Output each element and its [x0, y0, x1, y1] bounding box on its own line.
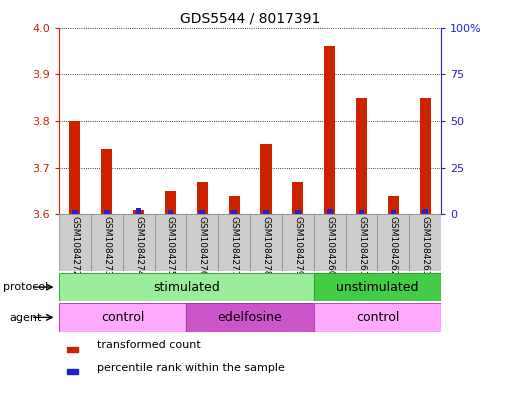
Bar: [314, 214, 346, 271]
Bar: [231, 209, 237, 214]
Bar: [168, 209, 173, 214]
Bar: [356, 97, 367, 214]
Bar: [104, 209, 110, 214]
Text: GSM1084278: GSM1084278: [262, 216, 270, 276]
Text: GSM1084263: GSM1084263: [421, 216, 430, 276]
Bar: [422, 209, 428, 214]
Bar: [282, 214, 314, 271]
Bar: [378, 214, 409, 271]
Text: GSM1084277: GSM1084277: [230, 216, 239, 276]
Bar: [186, 214, 218, 271]
Bar: [295, 209, 301, 214]
Text: GSM1084274: GSM1084274: [134, 216, 143, 276]
Text: GSM1084272: GSM1084272: [70, 216, 80, 276]
Bar: [200, 209, 205, 214]
Text: protocol: protocol: [3, 282, 48, 292]
Bar: [263, 209, 269, 214]
Bar: [59, 214, 91, 271]
Text: GSM1084262: GSM1084262: [389, 216, 398, 276]
Bar: [314, 273, 441, 301]
Bar: [218, 214, 250, 271]
Bar: [388, 195, 399, 214]
Bar: [409, 214, 441, 271]
Text: GDS5544 / 8017391: GDS5544 / 8017391: [180, 12, 320, 26]
Bar: [136, 208, 142, 214]
Bar: [292, 182, 303, 214]
Text: percentile rank within the sample: percentile rank within the sample: [97, 363, 285, 373]
Text: control: control: [101, 311, 144, 324]
Text: stimulated: stimulated: [153, 281, 220, 294]
Bar: [324, 46, 336, 214]
Text: GSM1084273: GSM1084273: [102, 216, 111, 276]
Bar: [261, 144, 271, 214]
Bar: [67, 347, 77, 352]
Bar: [59, 303, 186, 332]
Bar: [327, 209, 332, 214]
Text: unstimulated: unstimulated: [336, 281, 419, 294]
Bar: [91, 214, 123, 271]
Bar: [346, 214, 378, 271]
Text: GSM1084276: GSM1084276: [198, 216, 207, 276]
Bar: [186, 303, 314, 332]
Text: transformed count: transformed count: [97, 340, 201, 351]
Text: GSM1084260: GSM1084260: [325, 216, 334, 276]
Bar: [69, 121, 81, 214]
Bar: [420, 97, 431, 214]
Bar: [250, 214, 282, 271]
Bar: [229, 195, 240, 214]
Text: GSM1084275: GSM1084275: [166, 216, 175, 276]
Bar: [101, 149, 112, 214]
Bar: [123, 214, 154, 271]
Text: GSM1084279: GSM1084279: [293, 216, 302, 276]
Text: edelfosine: edelfosine: [218, 311, 283, 324]
Bar: [314, 303, 441, 332]
Text: GSM1084261: GSM1084261: [357, 216, 366, 276]
Bar: [359, 209, 364, 214]
Bar: [165, 191, 176, 214]
Bar: [59, 273, 314, 301]
Bar: [154, 214, 186, 271]
Bar: [390, 209, 396, 214]
Bar: [67, 369, 77, 374]
Bar: [133, 209, 144, 214]
Text: control: control: [356, 311, 399, 324]
Bar: [197, 182, 208, 214]
Bar: [72, 210, 78, 214]
Text: agent: agent: [9, 312, 42, 323]
